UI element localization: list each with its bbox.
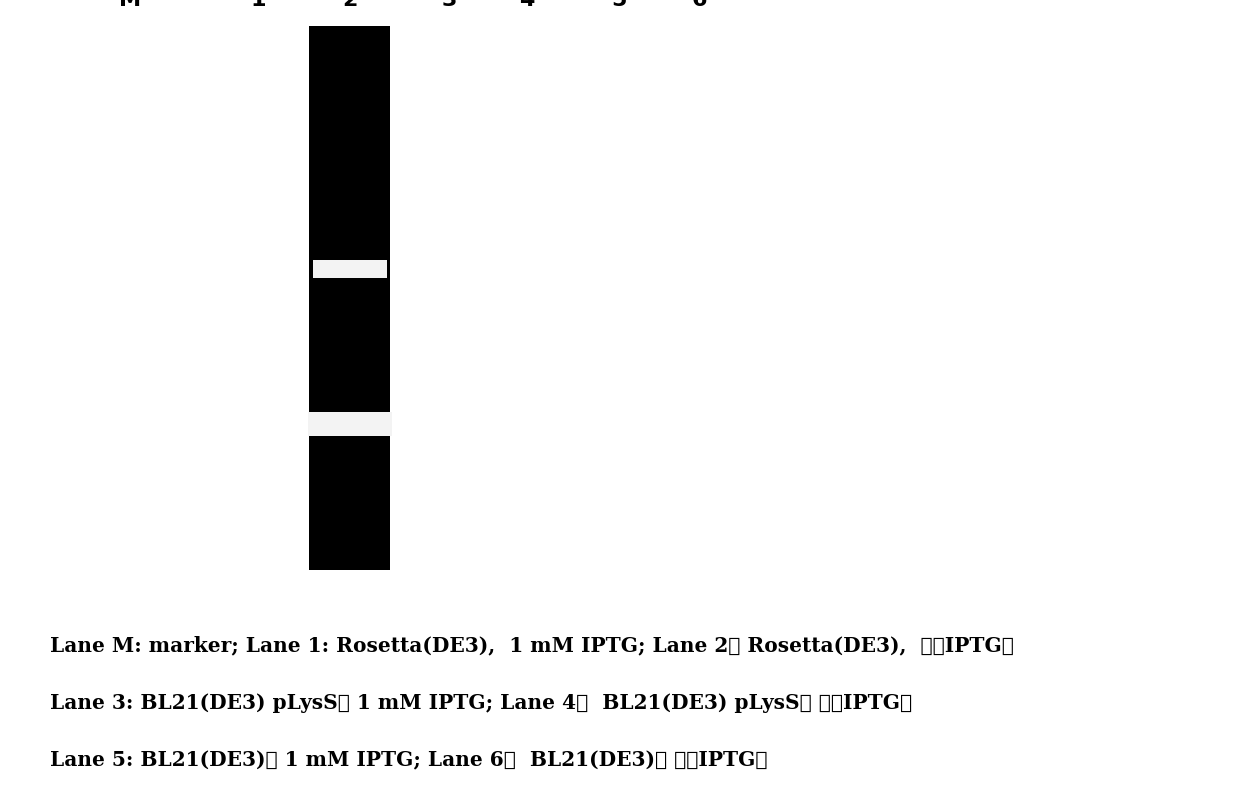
Text: Lane M: marker; Lane 1: Rosetta(DE3),  1 mM IPTG; Lane 2： Rosetta(DE3),  未加IPTG；: Lane M: marker; Lane 1: Rosetta(DE3), 1 …	[50, 635, 1013, 655]
Text: M: M	[119, 0, 141, 11]
Text: 3: 3	[441, 0, 458, 11]
Text: 4: 4	[520, 0, 534, 11]
Text: 6: 6	[692, 0, 707, 11]
Text: Lane 5: BL21(DE3)， 1 mM IPTG; Lane 6：  BL21(DE3)， 未加IPTG；: Lane 5: BL21(DE3)， 1 mM IPTG; Lane 6： BL…	[50, 751, 768, 771]
Text: 5: 5	[611, 0, 626, 11]
Text: 1: 1	[250, 0, 267, 11]
Text: Lane 3: BL21(DE3) pLysS， 1 mM IPTG; Lane 4：  BL21(DE3) pLysS， 未加IPTG；: Lane 3: BL21(DE3) pLysS， 1 mM IPTG; Lane…	[50, 693, 911, 713]
Text: 2: 2	[342, 0, 358, 11]
